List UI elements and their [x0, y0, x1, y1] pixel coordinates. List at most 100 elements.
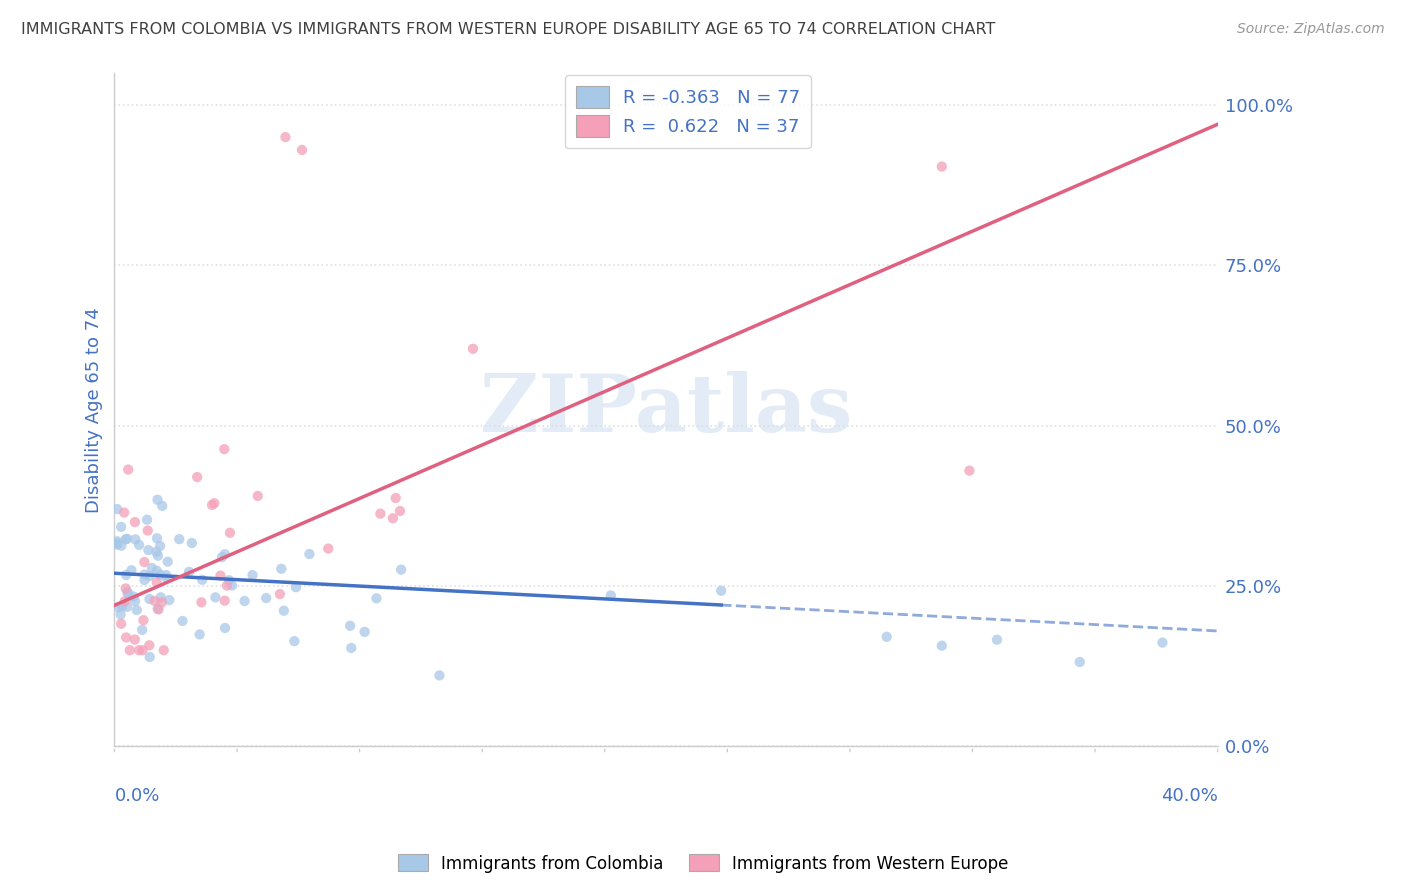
- Point: [957, 464, 980, 478]
- Point: [128, 643, 150, 657]
- Point: [146, 549, 169, 563]
- Point: [242, 568, 264, 582]
- Point: [124, 533, 146, 547]
- Y-axis label: Disability Age 65 to 74: Disability Age 65 to 74: [86, 307, 103, 513]
- Point: [134, 567, 156, 582]
- Point: [876, 630, 898, 644]
- Point: [384, 491, 406, 505]
- Point: [107, 600, 129, 615]
- Point: [128, 538, 150, 552]
- Point: [339, 619, 361, 633]
- Point: [131, 623, 153, 637]
- Point: [115, 568, 138, 582]
- Point: [110, 539, 132, 553]
- Point: [141, 561, 163, 575]
- Point: [274, 130, 297, 145]
- Text: IMMIGRANTS FROM COLOMBIA VS IMMIGRANTS FROM WESTERN EUROPE DISABILITY AGE 65 TO : IMMIGRANTS FROM COLOMBIA VS IMMIGRANTS F…: [21, 22, 995, 37]
- Point: [931, 160, 953, 174]
- Point: [214, 547, 236, 561]
- Point: [211, 550, 233, 565]
- Legend: Immigrants from Colombia, Immigrants from Western Europe: Immigrants from Colombia, Immigrants fro…: [391, 847, 1015, 880]
- Point: [117, 587, 139, 601]
- Point: [118, 643, 141, 657]
- Point: [149, 539, 172, 553]
- Point: [149, 591, 172, 605]
- Point: [190, 595, 212, 609]
- Point: [115, 599, 138, 614]
- Point: [285, 580, 308, 594]
- Point: [112, 506, 135, 520]
- Point: [139, 650, 162, 665]
- Point: [124, 632, 146, 647]
- Point: [138, 543, 160, 558]
- Point: [149, 567, 172, 582]
- Point: [461, 342, 484, 356]
- Point: [710, 583, 733, 598]
- Point: [111, 599, 134, 614]
- Point: [218, 573, 240, 587]
- Point: [1069, 655, 1091, 669]
- Point: [931, 639, 953, 653]
- Point: [105, 534, 128, 549]
- Point: [117, 585, 139, 599]
- Point: [110, 616, 132, 631]
- Point: [254, 591, 277, 605]
- Point: [188, 627, 211, 641]
- Point: [138, 638, 160, 652]
- Point: [370, 507, 392, 521]
- Point: [131, 643, 153, 657]
- Point: [132, 613, 155, 627]
- Point: [134, 573, 156, 587]
- Point: [246, 489, 269, 503]
- Point: [214, 593, 236, 607]
- Point: [180, 536, 202, 550]
- Point: [340, 640, 363, 655]
- Point: [1152, 635, 1174, 649]
- Point: [120, 563, 142, 577]
- Point: [105, 538, 128, 552]
- Point: [388, 504, 411, 518]
- Point: [429, 668, 451, 682]
- Point: [145, 545, 167, 559]
- Point: [125, 603, 148, 617]
- Point: [122, 590, 145, 604]
- Point: [146, 492, 169, 507]
- Point: [114, 533, 136, 547]
- Text: Source: ZipAtlas.com: Source: ZipAtlas.com: [1237, 22, 1385, 37]
- Point: [298, 547, 321, 561]
- Point: [148, 602, 170, 616]
- Point: [143, 594, 166, 608]
- Point: [136, 513, 159, 527]
- Point: [110, 607, 132, 622]
- Point: [138, 569, 160, 583]
- Point: [110, 520, 132, 534]
- Point: [172, 614, 194, 628]
- Point: [316, 541, 339, 556]
- Legend: R = -0.363   N = 77, R =  0.622   N = 37: R = -0.363 N = 77, R = 0.622 N = 37: [565, 75, 811, 148]
- Point: [105, 502, 128, 516]
- Point: [124, 594, 146, 608]
- Text: 40.0%: 40.0%: [1161, 787, 1218, 805]
- Point: [270, 562, 292, 576]
- Point: [150, 595, 173, 609]
- Point: [389, 563, 412, 577]
- Point: [150, 499, 173, 513]
- Point: [114, 582, 136, 596]
- Point: [136, 524, 159, 538]
- Text: 0.0%: 0.0%: [114, 787, 160, 805]
- Point: [138, 592, 160, 607]
- Point: [146, 601, 169, 615]
- Point: [381, 511, 404, 525]
- Point: [201, 498, 224, 512]
- Point: [124, 515, 146, 529]
- Point: [273, 604, 295, 618]
- Point: [209, 568, 232, 582]
- Point: [114, 594, 136, 608]
- Point: [291, 143, 314, 157]
- Point: [152, 643, 174, 657]
- Point: [269, 587, 291, 601]
- Point: [105, 536, 128, 550]
- Point: [134, 555, 156, 569]
- Point: [157, 593, 180, 607]
- Point: [986, 632, 1008, 647]
